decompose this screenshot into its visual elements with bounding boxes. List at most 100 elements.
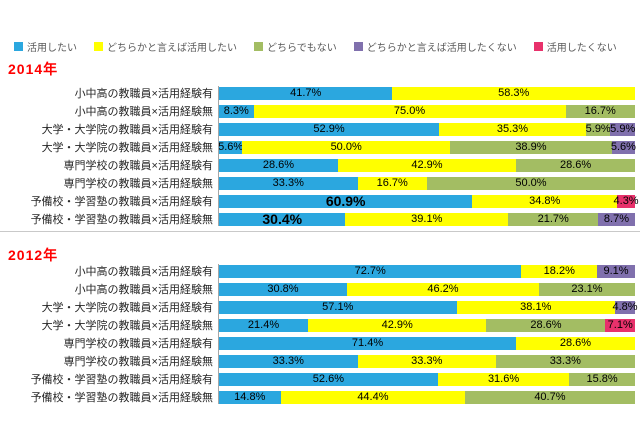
stacked-bar: 72.7% 18.2% 9.1% <box>219 264 635 278</box>
legend-item-katsuyou-shitai: 活用したい <box>14 39 77 54</box>
segment-value-label: 33.3% <box>272 176 304 189</box>
row-label: 大学・大学院の教職員×活用経験有 <box>41 302 213 314</box>
bar-segment-dochiraka-ieba-shitai: 42.9% <box>308 318 487 332</box>
bar-segment-dochiraka-ieba-shitai: 42.9% <box>337 158 517 172</box>
row-label: 予備校・学習塾の教職員×活用経験無 <box>30 392 213 404</box>
chart-2012: 小中高の教職員×活用経験有 72.7% 18.2% 9.1% 小中高の教職員×活用経験無… <box>0 262 640 406</box>
segment-value-label: 4.3% <box>613 194 639 207</box>
row-label: 予備校・学習塾の教職員×活用経験有 <box>30 374 213 386</box>
bar-segment-dochira-demo-nai: 28.6% <box>486 318 606 332</box>
legend-label: 活用したくない <box>546 43 617 54</box>
chart-row: 小中高の教職員×活用経験有 41.7% 58.3% <box>0 84 640 102</box>
segment-value-label: 42.9% <box>381 318 413 331</box>
legend-label: どちらかと言えば活用したい <box>107 43 237 54</box>
bar-segment-dochiraka-ieba-shitai: 18.2% <box>521 264 598 278</box>
chart-row: 予備校・学習塾の教職員×活用経験無 14.8% 44.4% 40.7% <box>0 388 640 406</box>
chart-row: 大学・大学院の教職員×活用経験無 5.6% 50.0% 38.9% 5.6% <box>0 138 640 156</box>
bar-segment-dochiraka-ieba-shitakunai: 5.9% <box>610 122 635 136</box>
bar-segment-katsuyou-shitai: 57.1% <box>219 300 457 314</box>
stacked-bar: 57.1% 38.1% 4.8% <box>219 300 638 314</box>
chart-row: 大学・大学院の教職員×活用経験無 21.4% 42.9% 28.6% 7.1% <box>0 316 640 334</box>
segment-value-label: 33.3% <box>549 354 581 367</box>
segment-value-label: 21.4% <box>247 318 280 331</box>
segment-value-label: 72.7% <box>354 264 386 277</box>
row-label: 専門学校の教職員×活用経験無 <box>63 356 213 368</box>
bar-segment-dochiraka-ieba-shitai: 75.0% <box>253 104 566 118</box>
bar-segment-dochiraka-ieba-shitai: 33.3% <box>357 354 497 368</box>
bar-segment-dochiraka-ieba-shitai: 39.1% <box>345 212 509 226</box>
row-label: 小中高の教職員×活用経験無 <box>74 284 213 296</box>
section-title-2014: 2014年 <box>8 61 59 77</box>
bar-segment-katsuyou-shitai: 21.4% <box>219 318 309 332</box>
bar-segment-katsuyou-shitakunai: 7.1% <box>605 318 635 332</box>
bar-segment-katsuyou-shitai: 30.4% <box>219 212 346 226</box>
bar-segment-dochira-demo-nai: 5.9% <box>585 122 611 136</box>
segment-value-label: 18.2% <box>543 264 575 277</box>
bar-segment-dochira-demo-nai: 28.6% <box>516 158 635 172</box>
stacked-bar: 41.7% 58.3% <box>219 86 635 100</box>
chart-row: 専門学校の教職員×活用経験無 33.3% 33.3% 33.3% <box>0 352 640 370</box>
bar-segment-dochira-demo-nai: 16.7% <box>565 104 635 118</box>
bar-segment-katsuyou-shitai: 71.4% <box>219 336 517 350</box>
segment-value-label: 8.3% <box>223 104 249 117</box>
segment-value-label: 5.9% <box>585 122 611 135</box>
bar-segment-dochiraka-ieba-shitai: 28.6% <box>516 336 635 350</box>
bar-segment-katsuyou-shitai: 8.3% <box>219 104 254 118</box>
bar-segment-katsuyou-shitai: 52.9% <box>219 122 440 136</box>
segment-value-label: 46.2% <box>427 282 459 295</box>
stacked-bar: 5.6% 50.0% 38.9% 5.6% <box>218 140 636 154</box>
row-label: 小中高の教職員×活用経験有 <box>74 266 213 278</box>
stacked-bar: 30.8% 46.2% 23.1% <box>219 282 635 296</box>
chart-row: 予備校・学習塾の教職員×活用経験無 30.4% 39.1% 21.7% 8.7% <box>0 210 640 228</box>
row-label: 小中高の教職員×活用経験無 <box>74 106 213 118</box>
legend-item-dochira-demo-nai: どちらでもない <box>254 39 337 54</box>
segment-value-label: 31.6% <box>487 372 520 385</box>
bar-segment-dochiraka-ieba-shitai: 16.7% <box>357 176 427 190</box>
segment-value-label: 75.0% <box>393 104 426 117</box>
bar-segment-katsuyou-shitai: 30.8% <box>219 282 347 296</box>
legend-item-dochiraka-ieba-shitakunai: どちらかと言えば活用したくない <box>353 39 517 54</box>
segment-value-label: 5.6% <box>610 140 636 153</box>
chart-row: 予備校・学習塾の教職員×活用経験有 52.6% 31.6% 15.8% <box>0 370 640 388</box>
row-label: 大学・大学院の教職員×活用経験無 <box>41 142 213 154</box>
segment-value-label: 57.1% <box>322 300 354 313</box>
segment-value-label: 33.3% <box>272 354 304 367</box>
chart-row: 小中高の教職員×活用経験有 72.7% 18.2% 9.1% <box>0 262 640 280</box>
segment-value-label: 28.6% <box>530 318 562 331</box>
bar-segment-dochira-demo-nai: 50.0% <box>426 176 635 190</box>
row-label: 大学・大学院の教職員×活用経験無 <box>41 320 213 332</box>
legend-label: 活用したい <box>27 43 77 54</box>
axis-line-2012 <box>218 264 219 404</box>
row-label: 小中高の教職員×活用経験有 <box>74 88 213 100</box>
bar-segment-katsuyou-shitai: 60.9% <box>219 194 473 208</box>
segment-value-label: 5.6% <box>218 140 244 153</box>
segment-value-label: 34.8% <box>529 194 561 207</box>
legend-swatch-icon <box>94 42 103 51</box>
section-title-2012: 2012年 <box>8 247 59 263</box>
bar-segment-dochira-demo-nai: 21.7% <box>508 212 599 226</box>
stacked-bar: 30.4% 39.1% 21.7% 8.7% <box>219 212 635 226</box>
bar-segment-dochiraka-ieba-shitai: 46.2% <box>347 282 539 296</box>
segment-value-label: 7.1% <box>607 318 633 331</box>
bar-segment-katsuyou-shitai: 33.3% <box>219 176 358 190</box>
segment-value-label: 52.6% <box>312 372 344 385</box>
legend: 活用したい どちらかと言えば活用したい どちらでもない どちらかと言えば活用したくない… <box>14 39 617 54</box>
segment-value-label: 14.8% <box>234 390 266 403</box>
chart-row: 専門学校の教職員×活用経験有 28.6% 42.9% 28.6% <box>0 156 640 174</box>
stacked-bar: 52.9% 35.3% 5.9% 5.9% <box>219 122 635 136</box>
segment-value-label: 33.3% <box>411 354 443 367</box>
chart-row: 小中高の教職員×活用経験無 8.3% 75.0% 16.7% <box>0 102 640 120</box>
stacked-bar: 60.9% 34.8% 4.3% <box>219 194 639 208</box>
stacked-bar: 71.4% 28.6% <box>219 336 635 350</box>
segment-value-label: 38.1% <box>520 300 552 313</box>
stacked-bar: 33.3% 16.7% 50.0% <box>219 176 635 190</box>
segment-value-label: 58.3% <box>498 86 530 99</box>
bar-segment-dochira-demo-nai: 33.3% <box>496 354 635 368</box>
row-label: 大学・大学院の教職員×活用経験有 <box>41 124 213 136</box>
row-label: 予備校・学習塾の教職員×活用経験有 <box>30 196 213 208</box>
row-label: 専門学校の教職員×活用経験無 <box>63 178 213 190</box>
legend-swatch-icon <box>14 42 23 51</box>
bar-segment-dochiraka-ieba-shitai: 58.3% <box>392 86 635 100</box>
segment-value-label: 30.8% <box>267 282 299 295</box>
segment-value-label: 16.7% <box>584 104 616 117</box>
